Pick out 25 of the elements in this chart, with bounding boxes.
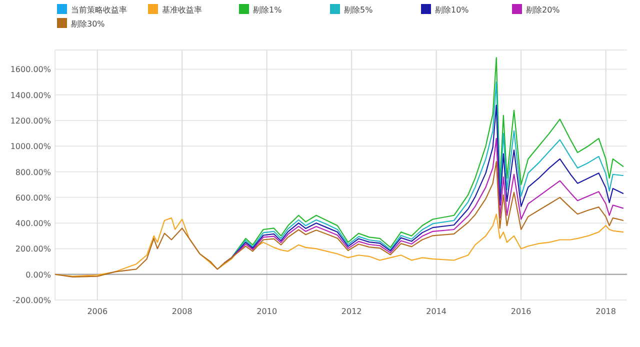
legend-label: 剔除1%	[253, 6, 282, 14]
x-tick-label: 2016	[510, 307, 532, 316]
line-series	[54, 160, 624, 278]
legend-label: 当前策略收益率	[71, 6, 127, 14]
x-tick-label: 2010	[256, 307, 278, 316]
y-tick-label: 800.00%	[15, 168, 52, 177]
y-tick-label: 200.00%	[15, 244, 52, 254]
x-tick-label: 2008	[172, 307, 192, 316]
x-tick-label: 2006	[87, 307, 108, 316]
legend-label: 剔除5%	[344, 6, 374, 14]
legend-label: 剔除20%	[526, 6, 560, 14]
y-tick-label: 1200.00%	[10, 116, 52, 126]
y-tick-label: 0.00%	[26, 270, 52, 280]
y-tick-label: 1400.00%	[10, 90, 52, 100]
legend-label: 剔除10%	[435, 6, 470, 14]
x-tick-label: 2014	[426, 307, 447, 316]
y-tick-label: 400.00%	[15, 219, 52, 228]
legend-label: 剔除30%	[71, 20, 106, 28]
x-tick-label: 2018	[596, 307, 616, 316]
y-tick-label: 1000.00%	[10, 142, 52, 152]
y-tick-label: 1600.00%	[10, 65, 52, 74]
y-tick-label: 600.00%	[15, 193, 52, 202]
y-tick-label: -200.00%	[12, 296, 52, 305]
legend-label: 基准收益率	[162, 6, 202, 14]
x-tick-label: 2012	[341, 307, 362, 316]
